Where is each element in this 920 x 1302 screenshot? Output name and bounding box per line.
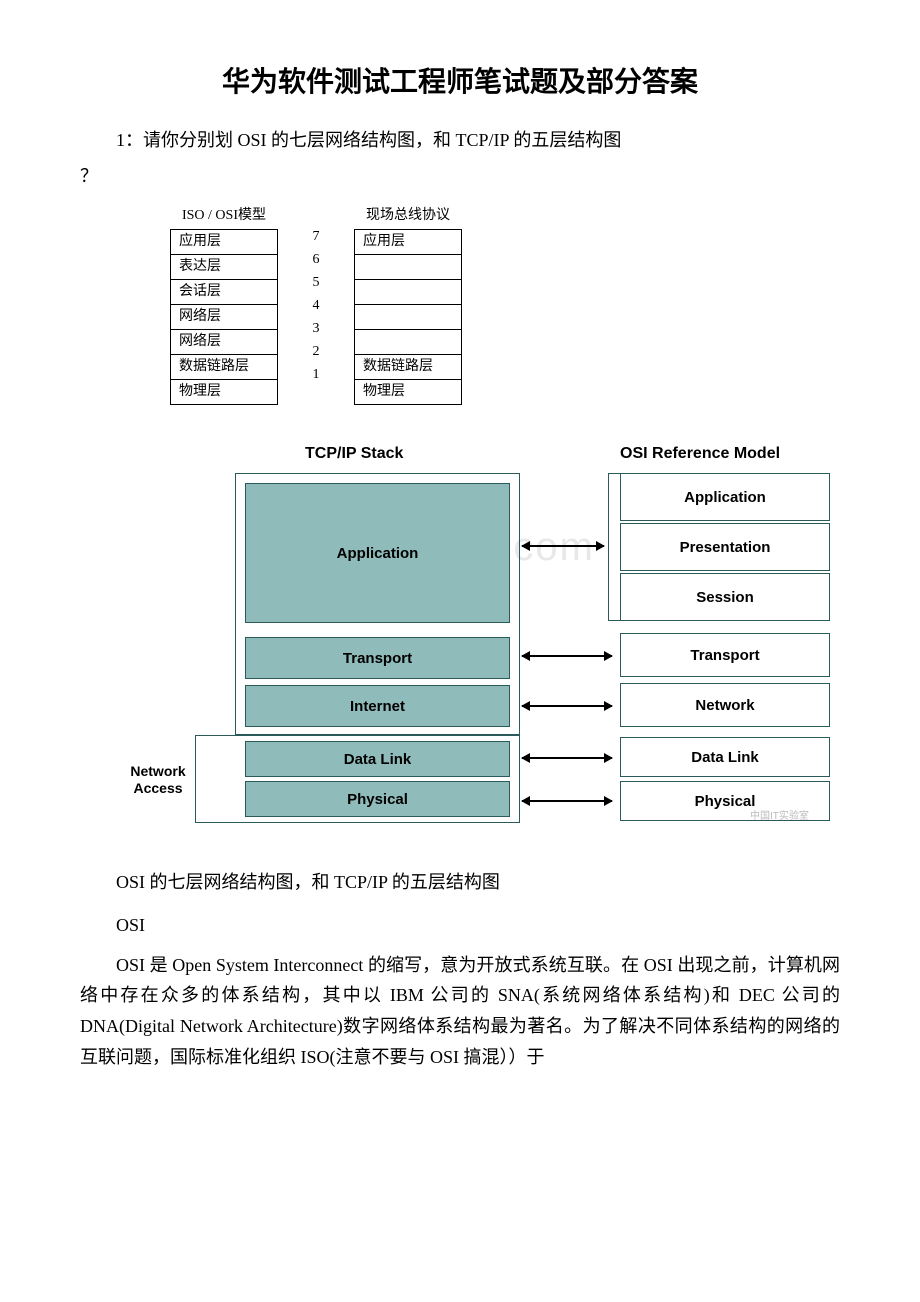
question-mark: ？ xyxy=(80,162,840,188)
layer-num: 2 xyxy=(308,340,324,364)
osi-application: Application xyxy=(620,473,830,521)
fieldbus-column: 现场总线协议 应用层 数据链路层 物理层 xyxy=(354,200,462,405)
fb-row xyxy=(354,254,462,280)
page-title: 华为软件测试工程师笔试题及部分答案 xyxy=(80,60,840,100)
fb-row: 数据链路层 xyxy=(354,354,462,380)
fb-row xyxy=(354,304,462,330)
fieldbus-header: 现场总线协议 xyxy=(354,200,462,230)
iso-row: 应用层 xyxy=(170,229,278,255)
osi-datalink: Data Link xyxy=(620,737,830,777)
osi-title: OSI Reference Model xyxy=(620,445,780,463)
arrow-datalink xyxy=(522,757,612,759)
layer-numbers: 7 6 5 4 3 2 1 xyxy=(308,200,324,405)
fb-row xyxy=(354,279,462,305)
tcpip-physical: Physical xyxy=(245,781,510,817)
fb-row xyxy=(354,329,462,355)
iso-row: 数据链路层 xyxy=(170,354,278,380)
fb-row: 物理层 xyxy=(354,379,462,405)
network-access-label: Network Access xyxy=(122,763,194,797)
tcpip-datalink: Data Link xyxy=(245,741,510,777)
layer-num: 7 xyxy=(308,225,324,249)
osi-network: Network xyxy=(620,683,830,727)
iso-row: 会话层 xyxy=(170,279,278,305)
iso-row: 网络层 xyxy=(170,329,278,355)
caption-line: OSI 的七层网络结构图，和 TCP/IP 的五层结构图 xyxy=(80,865,840,899)
osi-paragraph: OSI 是 Open System Interconnect 的缩写，意为开放式… xyxy=(80,950,840,1072)
iso-row: 表达层 xyxy=(170,254,278,280)
corner-credit: 中国IT实验室 xyxy=(750,807,809,822)
iso-fieldbus-table: ISO / OSI模型 应用层 表达层 会话层 网络层 网络层 数据链路层 物理… xyxy=(170,200,840,405)
layer-num: 5 xyxy=(308,271,324,295)
fb-row: 应用层 xyxy=(354,229,462,255)
osi-transport: Transport xyxy=(620,633,830,677)
osi-session: Session xyxy=(620,573,830,621)
arrow-physical xyxy=(522,800,612,802)
question-1: 1：请你分别划 OSI 的七层网络结构图，和 TCP/IP 的五层结构图 xyxy=(80,124,840,156)
osi-bracket xyxy=(608,473,620,621)
iso-row: 物理层 xyxy=(170,379,278,405)
tcpip-internet: Internet xyxy=(245,685,510,727)
tcpip-transport: Transport xyxy=(245,637,510,679)
osi-subtitle: OSI xyxy=(80,908,840,942)
arrow-app xyxy=(522,545,604,547)
iso-column: ISO / OSI模型 应用层 表达层 会话层 网络层 网络层 数据链路层 物理… xyxy=(170,200,278,405)
layer-num: 6 xyxy=(308,248,324,272)
layer-num: 3 xyxy=(308,317,324,341)
arrow-transport xyxy=(522,655,612,657)
tcpip-osi-diagram: www.bdocx.com TCP/IP Stack OSI Reference… xyxy=(130,445,870,825)
osi-presentation: Presentation xyxy=(620,523,830,571)
tcpip-title: TCP/IP Stack xyxy=(305,445,403,463)
layer-num: 4 xyxy=(308,294,324,318)
arrow-network xyxy=(522,705,612,707)
layer-num: 1 xyxy=(308,363,324,387)
iso-row: 网络层 xyxy=(170,304,278,330)
tcpip-application: Application xyxy=(245,483,510,623)
iso-header: ISO / OSI模型 xyxy=(170,200,278,230)
